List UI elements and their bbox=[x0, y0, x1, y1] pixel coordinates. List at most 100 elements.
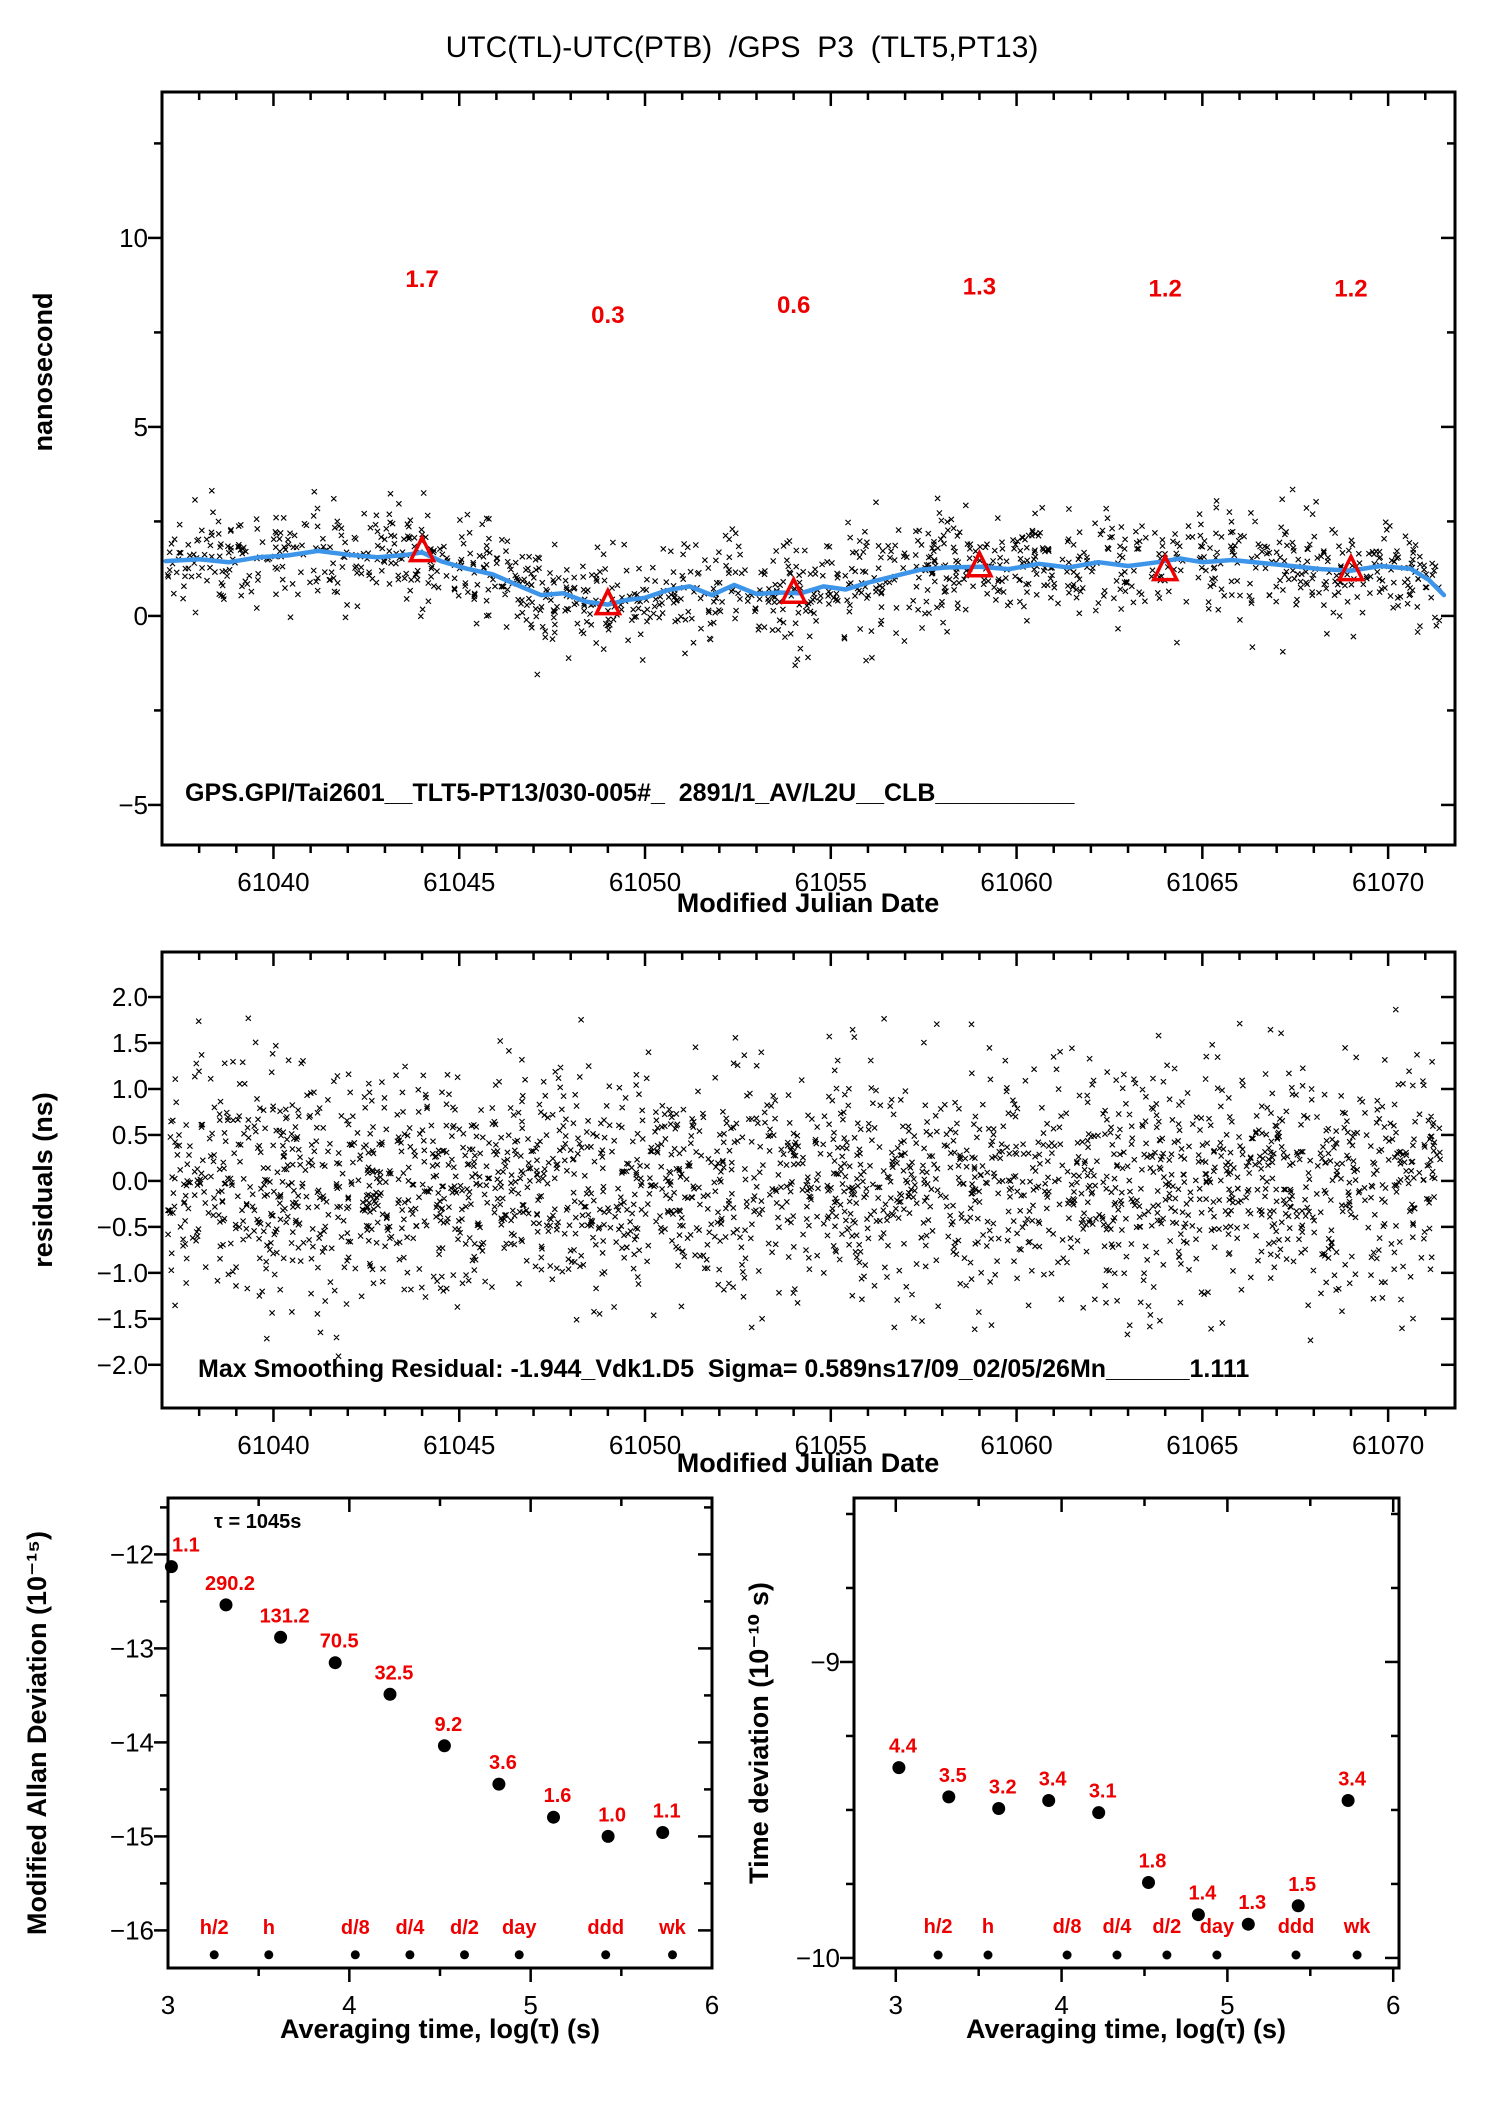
x-tick-label: 61065 bbox=[1166, 1430, 1238, 1460]
x-tick-label: 61060 bbox=[980, 1430, 1052, 1460]
x-tick-label: 4 bbox=[1054, 1990, 1068, 2020]
point-value-label: 32.5 bbox=[374, 1662, 413, 1684]
y-axis-ticks: −12 −13 −14 −15 −16 bbox=[110, 1506, 712, 1945]
calibration-triangle bbox=[1150, 552, 1180, 582]
x-tick-label: 61065 bbox=[1166, 867, 1238, 897]
point-value-label: 3.6 bbox=[489, 1752, 517, 1774]
time-marker-dot bbox=[514, 1950, 524, 1960]
time-marker-dot bbox=[1162, 1950, 1172, 1960]
time-marker-label: d/2 bbox=[1152, 1916, 1181, 1938]
x-tick-label: 61050 bbox=[609, 1430, 681, 1460]
time-marker-label: day bbox=[1200, 1916, 1235, 1938]
x-tick-label: 61045 bbox=[423, 867, 495, 897]
data-point bbox=[547, 1810, 560, 1824]
y-tick-label: −14 bbox=[110, 1727, 154, 1757]
y-tick-label: 10 bbox=[119, 223, 148, 253]
point-value-label: 131.2 bbox=[260, 1605, 310, 1627]
y-axis-ticks: 2.0 1.5 1.0 0.5 0.0 −0.5 −1.0 −1.5 −2.0 bbox=[97, 982, 1455, 1380]
calibration-value-label: 0.3 bbox=[591, 302, 624, 329]
time-marker-dot bbox=[1112, 1950, 1122, 1960]
x-tick-label: 5 bbox=[523, 1990, 537, 2020]
time-marker-dot bbox=[668, 1950, 677, 1960]
residual-chart-caption: Max Smoothing Residual: -1.944_Vdk1.D5 S… bbox=[198, 1355, 1249, 1383]
data-point bbox=[1191, 1908, 1205, 1922]
y-tick-label: 1.0 bbox=[112, 1074, 148, 1104]
calibration-triangle bbox=[593, 586, 623, 616]
x-tick-label: 6 bbox=[1386, 1990, 1400, 2020]
utc-difference-plot-area bbox=[163, 486, 1447, 678]
point-value-label: 1.4 bbox=[1188, 1883, 1217, 1905]
x-axis-ticks: 61040 61045 61050 61055 61060 61065 61070 bbox=[197, 92, 1427, 897]
x-tick-label: 61055 bbox=[795, 867, 867, 897]
residual-chart-ylabel: residuals (ns) bbox=[28, 1092, 58, 1268]
time-marker-dot bbox=[209, 1950, 219, 1960]
y-axis-ticks: −9 −10 bbox=[796, 1512, 1399, 1973]
scatter-points bbox=[164, 486, 1443, 678]
point-value-label: 1.1 bbox=[653, 1801, 681, 1823]
y-tick-label: 2.0 bbox=[112, 982, 148, 1012]
time-marker-label: d/8 bbox=[341, 1917, 370, 1939]
x-axis-ticks: 3 4 5 6 bbox=[889, 1498, 1400, 2020]
time-marker-label: day bbox=[502, 1917, 537, 1939]
x-axis-ticks: 3 4 5 6 bbox=[161, 1498, 719, 2020]
top-chart-caption: GPS.GPI/Tai2601__TLT5-PT13/030-005#_ 289… bbox=[185, 779, 1076, 807]
y-tick-label: −16 bbox=[110, 1915, 154, 1945]
data-point bbox=[274, 1630, 288, 1644]
mdev-chart-xlabel: Averaging time, log(τ) (s) bbox=[280, 2014, 600, 2044]
time-marker-dot bbox=[933, 1950, 943, 1960]
point-value-label: 1.3 bbox=[1238, 1892, 1266, 1914]
point-value-label: 3.5 bbox=[939, 1765, 967, 1787]
x-tick-label: 61040 bbox=[237, 867, 309, 897]
data-point bbox=[1341, 1794, 1355, 1807]
time-deviation-panel: 3 4 5 6 −9 −10 4.4 3.5 3.2 3.4 3.1 1.8 1.4 1.3 1.5 3.4 h… bbox=[796, 1496, 1401, 2020]
point-value-label: 4.4 bbox=[889, 1736, 918, 1758]
point-value-label: 9.2 bbox=[434, 1714, 462, 1736]
data-point bbox=[1241, 1917, 1255, 1931]
tdev-chart-ylabel: Time deviation (10⁻¹⁰ s) bbox=[744, 1582, 774, 1884]
x-tick-label: 4 bbox=[342, 1990, 356, 2020]
y-tick-label: −1.0 bbox=[97, 1258, 148, 1288]
x-tick-label: 3 bbox=[161, 1990, 175, 2020]
time-marker-label: ddd bbox=[1278, 1916, 1315, 1938]
tdev-chart-xlabel: Averaging time, log(τ) (s) bbox=[966, 2014, 1286, 2044]
time-marker-label: h bbox=[263, 1917, 275, 1939]
residuals-plot-area bbox=[165, 1006, 1444, 1360]
data-point bbox=[328, 1656, 342, 1670]
time-marker-label: wk bbox=[658, 1917, 687, 1939]
x-tick-label: 61055 bbox=[795, 1430, 867, 1460]
data-point bbox=[219, 1598, 233, 1612]
data-point bbox=[601, 1829, 615, 1843]
top-chart-ylabel: nanosecond bbox=[28, 292, 58, 451]
point-value-label: 3.1 bbox=[1089, 1781, 1117, 1803]
chart-layers: 61040 61045 61050 61055 61060 61065 61070 10 5 0 −… bbox=[97, 90, 1457, 2020]
residual-chart-xlabel: Modified Julian Date bbox=[677, 1448, 940, 1478]
panel-border bbox=[852, 1496, 1401, 1970]
point-value-label: 70.5 bbox=[320, 1631, 359, 1653]
x-tick-label: 5 bbox=[1220, 1990, 1234, 2020]
y-tick-label: −2.0 bbox=[97, 1350, 148, 1380]
y-tick-label: −13 bbox=[110, 1633, 154, 1663]
calibration-triangle bbox=[1336, 552, 1366, 582]
time-marker-dot bbox=[1352, 1950, 1362, 1960]
x-tick-label: 61070 bbox=[1352, 1430, 1424, 1460]
calibration-value-label: 1.3 bbox=[963, 274, 996, 301]
data-point bbox=[164, 1560, 178, 1574]
time-marker-dot bbox=[350, 1950, 360, 1960]
calibration-triangle bbox=[407, 533, 437, 563]
time-marker-dot bbox=[460, 1950, 469, 1960]
data-point bbox=[492, 1777, 506, 1791]
time-marker-dot bbox=[983, 1950, 993, 1960]
top-chart-xlabel: Modified Julian Date bbox=[677, 888, 940, 918]
figure-title: UTC(TL)-UTC(PTB) /GPS P3 (TLT5,PT13) bbox=[446, 31, 1039, 64]
calibration-value-label: 0.6 bbox=[777, 292, 810, 319]
x-tick-label: 3 bbox=[889, 1990, 903, 2020]
time-marker-label: d/4 bbox=[395, 1917, 425, 1939]
scatter-points bbox=[165, 1006, 1444, 1360]
calibration-value-label: 1.2 bbox=[1149, 276, 1182, 303]
x-tick-label: 61050 bbox=[609, 867, 681, 897]
y-tick-label: −10 bbox=[796, 1943, 840, 1973]
y-tick-label: −12 bbox=[110, 1539, 154, 1569]
point-value-label: 3.4 bbox=[1039, 1768, 1068, 1790]
calibration-value-label: 1.2 bbox=[1334, 276, 1367, 303]
